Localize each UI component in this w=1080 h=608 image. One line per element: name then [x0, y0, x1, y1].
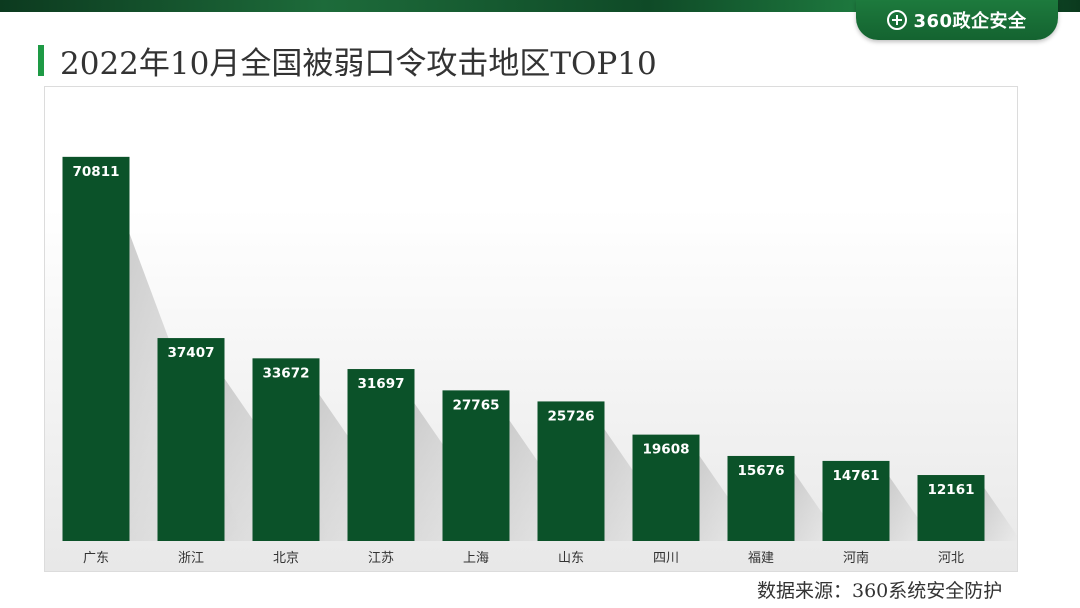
brand-logo-icon — [887, 10, 908, 30]
bar — [537, 401, 605, 541]
bar-value-label: 25726 — [548, 408, 595, 424]
bar — [917, 475, 985, 541]
x-tick-label: 河南 — [843, 550, 869, 566]
bar — [822, 460, 890, 541]
bar-value-label: 15676 — [738, 463, 785, 479]
x-tick-label: 上海 — [463, 551, 489, 566]
bar-chart: 70811 37407 33672 31697 27765 25726 19608 15676… — [45, 87, 1017, 571]
bar — [347, 369, 415, 541]
bar-value-label: 33672 — [263, 365, 310, 381]
bar — [442, 390, 510, 541]
x-tick-label: 河北 — [938, 551, 964, 566]
page-title: 2022年10月全国被弱口令攻击地区TOP10 — [60, 46, 657, 82]
bar-value-label: 27765 — [453, 397, 500, 413]
x-tick-label: 浙江 — [178, 551, 204, 566]
bar-value-label: 37407 — [168, 345, 215, 361]
x-tick-label: 四川 — [653, 551, 679, 566]
x-tick-label: 山东 — [558, 551, 584, 566]
bar-value-label: 31697 — [358, 376, 405, 392]
bar-shadow — [984, 488, 1017, 541]
x-tick-label: 广东 — [83, 551, 109, 566]
value-labels: 70811 37407 33672 31697 27765 25726 19608 15676… — [73, 164, 975, 498]
bars — [62, 156, 985, 541]
title-accent-bar — [38, 45, 44, 76]
data-source-note: 数据来源：360系统安全防护 — [757, 580, 1003, 602]
bar — [157, 338, 225, 541]
x-tick-label: 江苏 — [368, 550, 394, 566]
bar — [727, 455, 795, 541]
bar-value-label: 19608 — [643, 442, 690, 458]
x-tick-label: 福建 — [748, 551, 774, 566]
brand-tab: 360政企安全 — [856, 0, 1058, 40]
bar-value-label: 14761 — [833, 468, 880, 484]
chart-frame: 70811 37407 33672 31697 27765 25726 19608 15676… — [44, 86, 1018, 572]
bar — [632, 434, 700, 541]
bar-value-label: 12161 — [928, 482, 975, 498]
x-tick-label: 北京 — [273, 551, 299, 566]
x-tick-labels: 广东 浙江 北京 江苏 上海 山东 四川 福建 河南 河北 — [83, 550, 964, 566]
bar — [252, 358, 320, 541]
bar — [62, 156, 130, 541]
header-band — [0, 0, 1080, 12]
brand-name: 360政企安全 — [913, 11, 1027, 32]
bar-value-label: 70811 — [73, 164, 120, 180]
